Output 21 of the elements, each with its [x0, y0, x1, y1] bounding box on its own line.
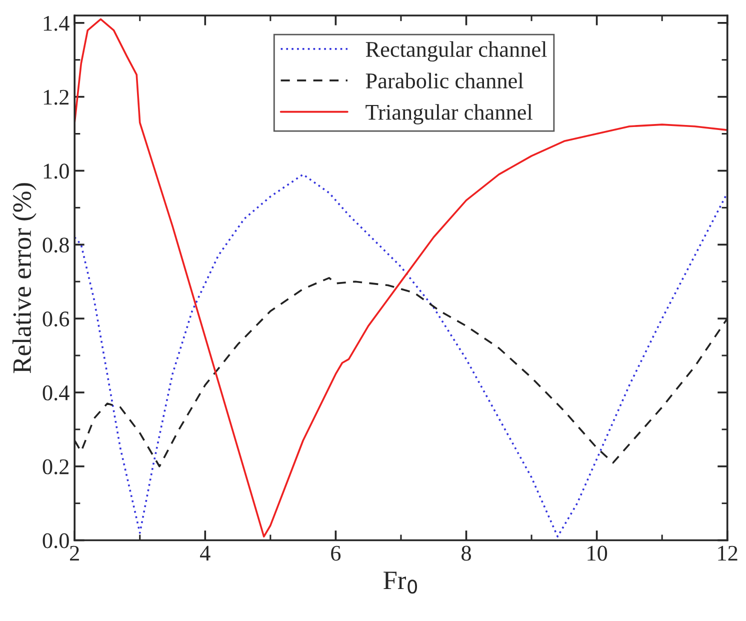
y-axis-title: Relative error (%)	[12, 183, 36, 374]
x-axis-title: Fr$_{0}$	[384, 572, 418, 594]
x-tick-label: 6	[331, 546, 341, 561]
y-tick-label: 0.8	[42, 238, 69, 253]
y-tick-label: 0.2	[42, 459, 69, 474]
line-series	[74, 174, 728, 538]
legend-label: Triangular channel	[366, 104, 532, 124]
x-tick-label: 10	[588, 546, 608, 561]
legend-label: Parabolic channel	[366, 72, 524, 88]
line-series	[74, 18, 728, 538]
legend-label: Rectangular channel	[366, 41, 547, 62]
y-tick-label: 0.4	[42, 385, 70, 400]
x-tick-label: 12	[718, 546, 738, 561]
y-tick-label: 1.4	[44, 16, 70, 31]
x-tick-label: 8	[462, 546, 471, 561]
y-tick-label: 0.6	[42, 311, 70, 327]
x-tick-label: 4	[200, 546, 210, 561]
y-tick-label: 1.2	[44, 90, 69, 105]
y-tick-label: 1.0	[44, 164, 69, 179]
y-tick-label: 0.0	[42, 533, 69, 548]
x-tick-label: 2	[70, 546, 79, 561]
